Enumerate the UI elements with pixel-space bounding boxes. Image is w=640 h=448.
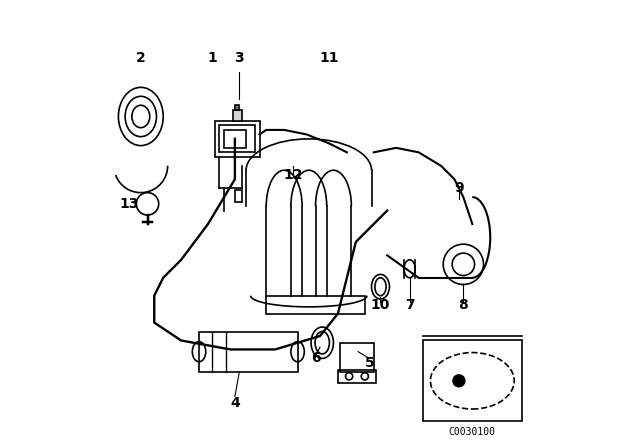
Text: 12: 12 bbox=[284, 168, 303, 182]
Text: C0030100: C0030100 bbox=[449, 427, 496, 437]
Bar bbox=[233, 110, 242, 121]
Bar bbox=[224, 130, 246, 148]
Text: 10: 10 bbox=[371, 297, 390, 312]
Bar bbox=[340, 343, 374, 372]
Text: 1: 1 bbox=[207, 51, 218, 65]
Bar bbox=[338, 370, 376, 383]
Text: 6: 6 bbox=[310, 351, 321, 366]
Bar bbox=[423, 340, 522, 421]
Circle shape bbox=[453, 375, 465, 387]
Text: 7: 7 bbox=[404, 297, 415, 312]
Text: 13: 13 bbox=[120, 197, 140, 211]
Text: 8: 8 bbox=[458, 297, 468, 312]
Bar bbox=[235, 105, 239, 110]
Text: 4: 4 bbox=[230, 396, 240, 410]
Bar bbox=[199, 332, 298, 372]
Text: 11: 11 bbox=[319, 51, 339, 65]
Bar bbox=[235, 190, 242, 202]
Text: 3: 3 bbox=[234, 51, 244, 65]
Text: 2: 2 bbox=[136, 51, 146, 65]
Bar bbox=[266, 296, 365, 314]
Text: 9: 9 bbox=[454, 181, 464, 195]
Bar bbox=[215, 121, 260, 157]
Bar bbox=[220, 125, 255, 152]
Text: 5: 5 bbox=[364, 356, 374, 370]
